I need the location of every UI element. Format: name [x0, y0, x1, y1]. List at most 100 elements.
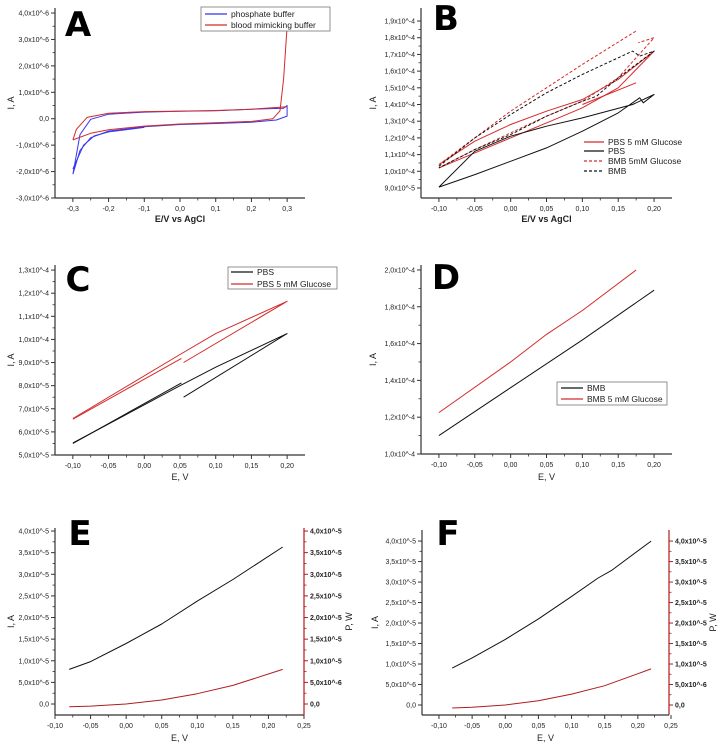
y-tick-label: 5,0x10^-6	[385, 682, 416, 689]
chart-panel-e: -0,10 -0,05 0,00 0,05 0,10 0,15 0,20 0,25 0,0 0,0…	[6, 514, 354, 743]
y-tick-label: 2,0x10^-6	[18, 63, 49, 70]
x-tick-label: 0,00	[504, 462, 518, 469]
x-tick-label: 0,10	[209, 463, 223, 470]
x-tick-label: 0,3	[282, 206, 292, 213]
x-axis-title: E, V	[537, 733, 554, 743]
y-axis-title: I, A	[6, 353, 16, 366]
series-p	[452, 668, 652, 709]
x-tick-label: 0,10	[576, 206, 590, 213]
series-line	[72, 106, 288, 141]
legend-box	[227, 266, 338, 290]
y2-tick-label: 3,0x10^-5	[675, 579, 707, 587]
y-tick-label: 5,0x10^-5	[18, 453, 49, 460]
legend-label: PBS	[257, 267, 274, 277]
x-tick-label: 0,05	[540, 462, 554, 469]
series-line	[438, 30, 637, 166]
panel-letter: D	[432, 258, 460, 298]
y-tick-label: 1,6x10^-4	[384, 341, 415, 348]
panel-letter: A	[65, 5, 92, 45]
x-tick-label: 0,15	[611, 206, 625, 213]
x-tick-label: 0,00	[119, 723, 133, 730]
y2-tick-label: 3,5x10^-5	[675, 558, 707, 566]
y-tick-label: 9,0x10^-5	[18, 360, 49, 367]
x-tick-label: 0,20	[631, 723, 645, 730]
y-tick-label: 1,5x10^-4	[384, 85, 415, 92]
y2-tick-label: 2,0x10^-5	[675, 620, 707, 628]
x-tick-label: 0,2	[247, 206, 257, 213]
x-tick-label: -0,05	[467, 462, 483, 469]
legend-label: BMB 5mM Glucose	[608, 156, 681, 166]
x-tick-label: 0,25	[297, 723, 311, 730]
x-tick-label: 0,05	[540, 206, 554, 213]
y-tick-label: 4,0x10^-6	[18, 11, 49, 18]
series-pbs	[72, 333, 288, 444]
x-tick-label: 0,00	[137, 463, 151, 470]
y-tick-label: 1,0x10^-5	[385, 662, 416, 669]
legend-label: PBS 5 mM Glucose	[257, 279, 331, 289]
series-p	[69, 668, 283, 708]
y-tick-label: 3,0x10^-5	[18, 572, 49, 579]
y-tick-label: 4,0x10^-5	[385, 539, 416, 546]
series-line	[582, 82, 637, 105]
y-tick-label: 8,0x10^-5	[18, 383, 49, 390]
x-tick-label: -0,05	[467, 206, 483, 213]
y-tick-label: 2,0x10^-5	[385, 621, 416, 628]
y2-tick-label: 0,0	[310, 702, 320, 709]
series-line	[72, 333, 288, 444]
y-tick-label: 3,5x10^-5	[385, 559, 416, 566]
x-tick-label: 0,15	[226, 723, 240, 730]
y2-tick-label: 3,0x10^-5	[310, 571, 342, 579]
series-line	[69, 546, 283, 670]
x-tick-label: -0,2	[103, 206, 115, 213]
chart-panel-d: -0,10 -0,05 0,00 0,05 0,10 0,15 0,20 1,0x10^-4 1…	[368, 258, 672, 482]
y-tick-label: 5,0x10^-6	[18, 680, 49, 687]
legend-label: blood mimicking buffer	[231, 20, 316, 30]
x-tick-label: 0,10	[190, 723, 204, 730]
series-bmb-5-mm-glucose	[438, 269, 637, 414]
y-tick-label: 1,2x10^-4	[384, 415, 415, 422]
x-tick-label: 0,05	[155, 723, 169, 730]
x-tick-label: 0,15	[598, 723, 612, 730]
y-tick-label: 0,0	[406, 703, 416, 710]
y2-tick-label: 1,5x10^-5	[310, 636, 342, 644]
y-axis-title: I, A	[6, 615, 16, 628]
legend-label: phosphate buffer	[231, 9, 295, 19]
y-tick-label: 0,0	[39, 702, 49, 709]
y-tick-label: 1,7x10^-4	[384, 52, 415, 59]
chart-panel-c: -0,10 -0,05 0,00 0,05 0,10 0,15 0,20 5,0x10^-5 6…	[6, 260, 338, 482]
x-tick-label: 0,00	[504, 206, 518, 213]
y2-tick-label: 4,0x10^-5	[675, 538, 707, 546]
chart-panel-a: -0,3 -0,2 -0,1 0,0 0,1 0,2 0,3 -3,0x10^-6 -2,0x1…	[6, 5, 331, 224]
y2-tick-label: 4,0x10^-5	[310, 528, 342, 536]
x-tick-label: -0,10	[431, 462, 447, 469]
y-tick-label: 1,1x10^-4	[18, 314, 49, 321]
series-bmb-5mm-glucose	[438, 30, 655, 169]
legend-label: BMB	[587, 383, 606, 393]
y2-tick-label: 2,5x10^-5	[310, 592, 342, 600]
y2-tick-label: 5,0x10^-6	[675, 681, 707, 689]
x-tick-label: 0,15	[245, 463, 259, 470]
y-tick-label: 1,5x10^-5	[385, 641, 416, 648]
y-tick-label: 3,0x10^-5	[385, 580, 416, 587]
series-line	[72, 357, 182, 420]
y2-tick-label: 2,0x10^-5	[310, 614, 342, 622]
y2-tick-label: 1,0x10^-5	[675, 661, 707, 669]
y-axis-title: I, A	[368, 353, 378, 366]
y-tick-label: 1,3x10^-4	[384, 119, 415, 126]
x-axis-title: E, V	[171, 733, 188, 743]
y-tick-label: 2,5x10^-5	[18, 593, 49, 600]
x-tick-label: -0,1	[138, 206, 150, 213]
chart-panel-b: -0,10 -0,05 0,00 0,05 0,10 0,15 0,20 9,0x10^-5 1…	[368, 0, 682, 224]
x-tick-label: -0,3	[67, 206, 79, 213]
x-tick-label: -0,05	[83, 723, 99, 730]
legend-box	[556, 381, 668, 406]
y-tick-label: 2,5x10^-5	[385, 600, 416, 607]
series-line	[438, 37, 655, 169]
x-tick-label: 0,05	[173, 463, 187, 470]
y-tick-label: -3,0x10^-6	[16, 196, 49, 203]
y-tick-label: 9,0x10^-5	[384, 185, 415, 192]
y-tick-label: 1,2x10^-4	[384, 135, 415, 142]
x-axis-title: E, V	[171, 472, 188, 482]
x-tick-label: 0,05	[532, 723, 546, 730]
